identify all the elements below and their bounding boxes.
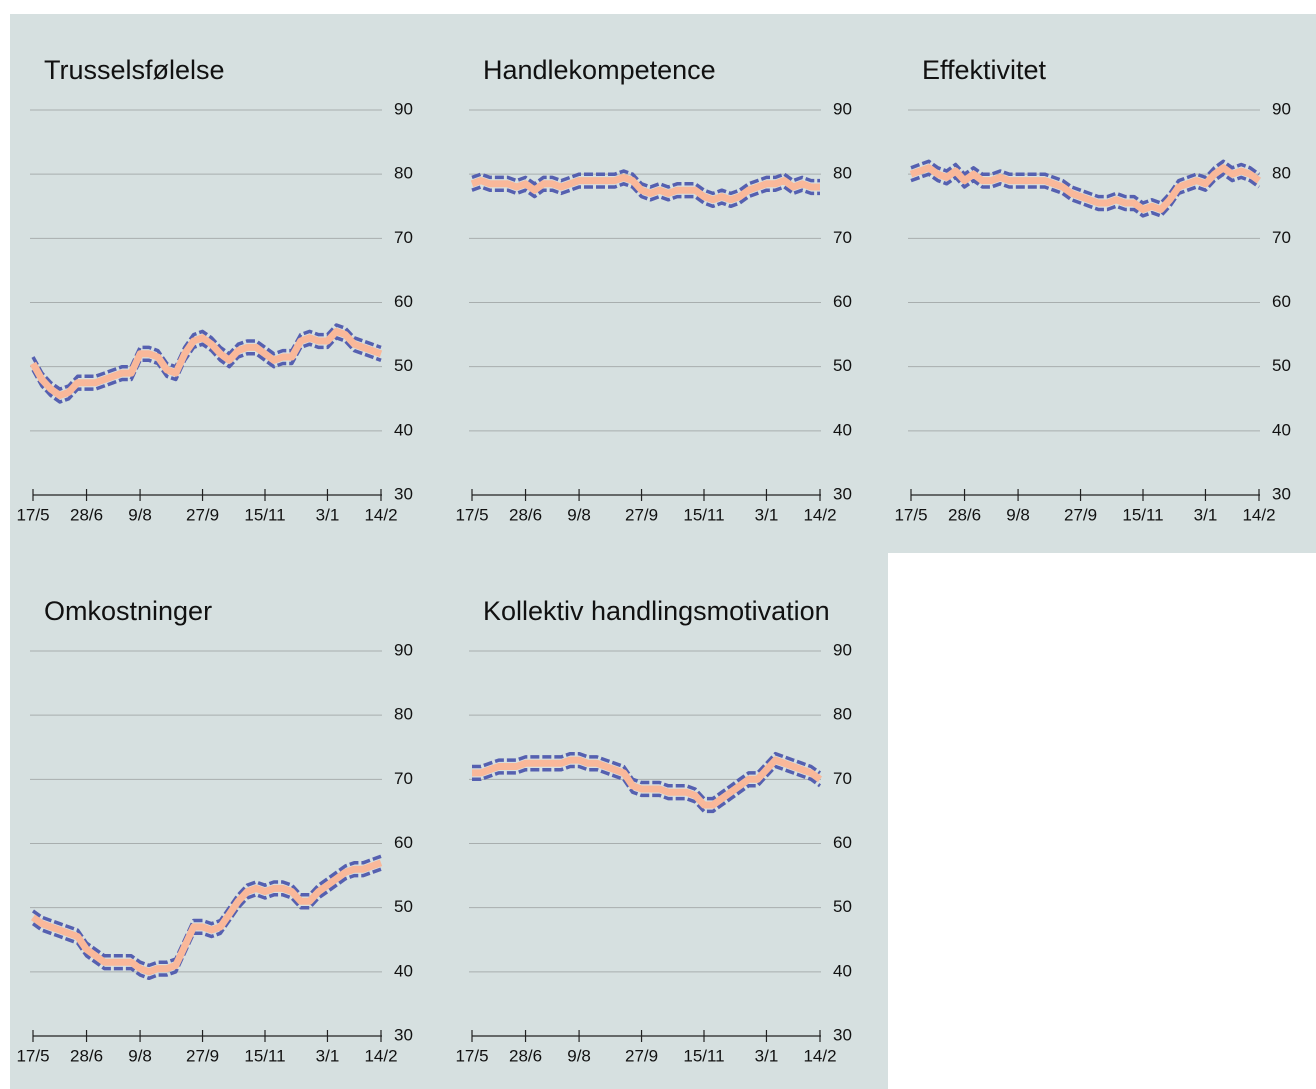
y-tick-label: 30: [833, 484, 852, 503]
x-tick-label: 28/6: [509, 1046, 542, 1065]
estimate-line: [29, 327, 383, 399]
y-tick-label: 50: [394, 356, 413, 375]
y-tick-label: 70: [1272, 228, 1291, 247]
bound-line: [31, 854, 382, 968]
y-tick-label: 80: [394, 705, 413, 724]
chart-title: Kollektiv handlingsmotivation: [483, 596, 830, 626]
chart-title: Omkostninger: [44, 596, 212, 626]
x-tick-label: 9/8: [128, 505, 152, 524]
y-tick-label: 50: [394, 897, 413, 916]
y-tick-label: 60: [394, 833, 413, 852]
y-tick-label: 30: [833, 1025, 852, 1044]
bound-line: [472, 751, 822, 801]
x-tick-label: 9/8: [128, 1046, 152, 1065]
x-tick-label: 17/5: [16, 1046, 49, 1065]
x-tick-label: 15/11: [244, 1046, 285, 1065]
x-tick-label: 14/2: [1242, 505, 1275, 524]
panel-background: [10, 14, 1316, 1089]
estimate-line: [30, 859, 383, 976]
bound-line: [31, 867, 382, 981]
y-tick-label: 60: [1272, 292, 1291, 311]
y-tick-label: 80: [394, 164, 413, 183]
y-tick-label: 70: [833, 228, 852, 247]
y-tick-label: 60: [833, 292, 852, 311]
y-tick-label: 80: [833, 164, 852, 183]
x-tick-label: 17/5: [455, 1046, 488, 1065]
x-tick-label: 3/1: [316, 505, 340, 524]
y-tick-label: 40: [394, 420, 413, 439]
x-tick-label: 15/11: [683, 505, 724, 524]
x-tick-label: 15/11: [1122, 505, 1163, 524]
x-tick-label: 27/9: [625, 1046, 658, 1065]
bound-line: [31, 336, 382, 404]
y-tick-label: 60: [394, 292, 413, 311]
x-tick-label: 17/5: [455, 505, 488, 524]
estimate-line: [909, 164, 1262, 213]
x-tick-label: 17/5: [894, 505, 927, 524]
x-tick-label: 28/6: [70, 1046, 103, 1065]
chart-title: Effektivitet: [922, 55, 1047, 85]
bound-line: [472, 764, 822, 814]
x-tick-label: 27/9: [186, 1046, 219, 1065]
bound-line: [471, 169, 820, 196]
x-tick-label: 9/8: [567, 505, 591, 524]
y-tick-label: 30: [394, 484, 413, 503]
bound-line: [31, 323, 382, 391]
x-tick-label: 9/8: [567, 1046, 591, 1065]
y-tick-label: 90: [1272, 99, 1291, 118]
y-tick-label: 70: [833, 769, 852, 788]
x-tick-label: 14/2: [364, 505, 397, 524]
y-tick-label: 30: [394, 1025, 413, 1044]
y-tick-label: 30: [1272, 484, 1291, 503]
y-tick-label: 60: [833, 833, 852, 852]
bound-line: [471, 182, 820, 209]
x-tick-label: 3/1: [755, 1046, 779, 1065]
x-tick-label: 14/2: [803, 505, 836, 524]
y-tick-label: 70: [394, 769, 413, 788]
x-tick-label: 27/9: [186, 505, 219, 524]
y-tick-label: 90: [394, 99, 413, 118]
y-tick-label: 40: [1272, 420, 1291, 439]
bound-line: [910, 159, 1261, 205]
y-tick-label: 40: [833, 420, 852, 439]
x-tick-label: 28/6: [70, 505, 103, 524]
chart-title: Trusselsfølelse: [44, 55, 225, 85]
y-tick-label: 80: [1272, 164, 1291, 183]
chart-title: Handlekompetence: [483, 55, 716, 85]
y-tick-label: 80: [833, 705, 852, 724]
bound-line: [910, 172, 1261, 218]
y-tick-label: 90: [394, 640, 413, 659]
x-tick-label: 9/8: [1006, 505, 1030, 524]
x-tick-label: 3/1: [755, 505, 779, 524]
x-tick-label: 17/5: [16, 505, 49, 524]
x-tick-label: 14/2: [364, 1046, 397, 1065]
estimate-line: [472, 756, 823, 809]
estimate-line: [470, 173, 820, 204]
x-tick-label: 14/2: [803, 1046, 836, 1065]
y-tick-label: 70: [394, 228, 413, 247]
x-tick-label: 27/9: [625, 505, 658, 524]
x-tick-label: 3/1: [1194, 505, 1218, 524]
y-tick-label: 50: [833, 356, 852, 375]
x-tick-label: 28/6: [509, 505, 542, 524]
x-tick-label: 15/11: [244, 505, 285, 524]
y-tick-label: 90: [833, 640, 852, 659]
y-tick-label: 40: [394, 961, 413, 980]
y-tick-label: 90: [833, 99, 852, 118]
y-tick-label: 50: [1272, 356, 1291, 375]
x-tick-label: 15/11: [683, 1046, 724, 1065]
y-tick-label: 50: [833, 897, 852, 916]
x-tick-label: 27/9: [1064, 505, 1097, 524]
x-tick-label: 3/1: [316, 1046, 340, 1065]
y-tick-label: 40: [833, 961, 852, 980]
x-tick-label: 28/6: [948, 505, 981, 524]
